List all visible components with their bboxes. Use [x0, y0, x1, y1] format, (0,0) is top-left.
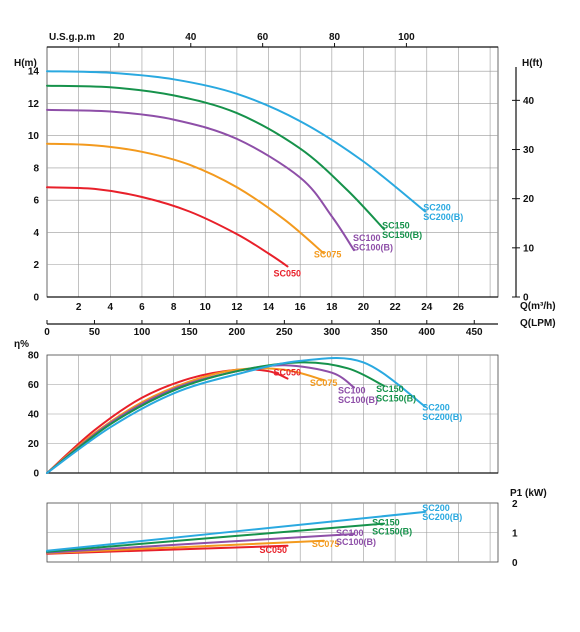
power-series-label-sc200: SC200 — [422, 503, 450, 513]
head-curve-sc150 — [46, 84, 386, 231]
x-tick-label-lpm: 100 — [134, 327, 151, 338]
x-tick-label-lpm: 0 — [44, 327, 50, 338]
power-series-label-sc200: SC200(B) — [422, 512, 462, 522]
x-tick-label-lpm: 350 — [371, 327, 388, 338]
efficiency-series-label-sc150: SC150(B) — [376, 393, 416, 403]
y-tick-label-head-m: 12 — [28, 99, 40, 110]
y-tick-label-head-m: 8 — [33, 163, 39, 174]
y-tick-label-efficiency: 20 — [28, 439, 40, 450]
x-tick-label-m3h: 26 — [453, 302, 465, 313]
x-axis-label-lpm: Q(LPM) — [520, 318, 556, 329]
head-curve-sc100 — [46, 108, 355, 252]
y-axis-label-right: H(ft) — [522, 58, 543, 69]
x-tick-label-m3h: 4 — [108, 302, 114, 313]
power-series-label-sc100: SC100 — [336, 528, 364, 538]
efficiency-series-label-sc200: SC200(B) — [422, 412, 462, 422]
x-tick-label-m3h: 2 — [76, 302, 82, 313]
head-series-label-sc050: SC050 — [274, 268, 302, 278]
y-tick-label-head-m: 14 — [28, 67, 40, 78]
x-tick-label-m3h: 20 — [358, 302, 370, 313]
top-tick-label-gpm: 40 — [185, 32, 197, 43]
x-tick-label-lpm: 150 — [181, 327, 198, 338]
x-tick-label-m3h: 16 — [295, 302, 307, 313]
head-series-label-sc200: SC200 — [423, 203, 451, 213]
x-tick-label-lpm: 300 — [323, 327, 340, 338]
head-series-label-sc100: SC100(B) — [353, 243, 393, 253]
y-tick-label-head-m: 6 — [33, 196, 39, 207]
y-tick-label-efficiency: 0 — [33, 469, 39, 480]
efficiency-series-label-sc150: SC150 — [376, 384, 404, 394]
x-axis-label-m3h: Q(m³/h) — [520, 301, 556, 312]
x-tick-label-m3h: 24 — [421, 302, 433, 313]
x-tick-label-m3h: 14 — [263, 302, 275, 313]
power-series-label-sc150: SC150 — [372, 518, 400, 528]
y-tick-label-efficiency: 80 — [28, 351, 40, 362]
x-tick-label-lpm: 50 — [89, 327, 101, 338]
efficiency-series-label-sc050: SC050 — [274, 368, 302, 378]
top-axis-label: U.S.g.p.m — [49, 32, 95, 43]
head-series-label-sc075: SC075 — [314, 249, 342, 259]
head-series-label-sc100: SC100 — [353, 233, 381, 243]
power-series-label-sc075: SC075 — [312, 539, 340, 549]
y-tick-label-power: 0 — [512, 558, 518, 569]
x-tick-label-m3h: 6 — [139, 302, 145, 313]
x-tick-label-m3h: 10 — [200, 302, 212, 313]
right-tick-label-ft: 40 — [523, 96, 535, 107]
right-tick-label-ft: 20 — [523, 194, 535, 205]
y-axis-label-efficiency: η% — [14, 339, 29, 350]
y-tick-label-power: 2 — [512, 499, 518, 510]
y-tick-label-head-m: 4 — [33, 228, 39, 239]
power-series-label-sc050: SC050 — [260, 545, 288, 555]
top-tick-label-gpm: 100 — [398, 32, 415, 43]
head-curve-sc200 — [46, 70, 427, 213]
x-tick-label-lpm: 400 — [418, 327, 435, 338]
efficiency-series-label-sc100: SC100 — [338, 385, 366, 395]
x-tick-label-m3h: 12 — [231, 302, 243, 313]
y-axis-label-power: P1 (kW) — [510, 488, 547, 499]
right-tick-label-ft: 10 — [523, 243, 535, 254]
x-tick-label-lpm: 250 — [276, 327, 293, 338]
x-tick-label-lpm: 450 — [466, 327, 483, 338]
right-tick-label-ft: 0 — [523, 293, 529, 304]
head-series-label-sc150: SC150 — [382, 220, 410, 230]
top-tick-label-gpm: 20 — [113, 32, 125, 43]
efficiency-curve-sc150 — [46, 361, 386, 474]
x-tick-label-m3h: 8 — [171, 302, 177, 313]
head-curve-sc050 — [46, 186, 289, 268]
efficiency-curve-sc200 — [46, 356, 427, 474]
y-tick-label-power: 1 — [512, 529, 518, 540]
power-curve-sc100 — [46, 533, 355, 554]
efficiency-series-label-sc100: SC100(B) — [338, 395, 378, 405]
power-curve-sc200 — [46, 510, 427, 552]
y-tick-label-efficiency: 40 — [28, 410, 40, 421]
y-tick-label-head-m: 0 — [33, 293, 39, 304]
y-axis-label-left: H(m) — [14, 58, 37, 69]
right-tick-label-ft: 30 — [523, 145, 535, 156]
x-tick-label-lpm: 200 — [229, 327, 246, 338]
efficiency-curve-sc050 — [46, 368, 289, 474]
top-tick-label-gpm: 60 — [257, 32, 269, 43]
efficiency-series-label-sc075: SC075 — [310, 378, 338, 388]
top-tick-label-gpm: 80 — [329, 32, 341, 43]
efficiency-series-label-sc200: SC200 — [422, 403, 450, 413]
x-tick-label-m3h: 22 — [390, 302, 402, 313]
head-curve-sc075 — [46, 142, 325, 255]
power-curve-sc150 — [46, 522, 386, 553]
x-tick-label-m3h: 18 — [326, 302, 338, 313]
efficiency-panel: 020406080η%SC050SC075SC100SC100(B)SC150S… — [14, 339, 499, 480]
power-series-label-sc100: SC100(B) — [336, 537, 376, 547]
head-plot-frame — [46, 46, 499, 298]
y-tick-label-head-m: 2 — [33, 260, 39, 271]
y-tick-label-efficiency: 60 — [28, 380, 40, 391]
head-series-label-sc200: SC200(B) — [423, 212, 463, 222]
head-series-label-sc150: SC150(B) — [382, 230, 422, 240]
power-series-label-sc150: SC150(B) — [372, 527, 412, 537]
y-tick-label-head-m: 10 — [28, 131, 40, 142]
